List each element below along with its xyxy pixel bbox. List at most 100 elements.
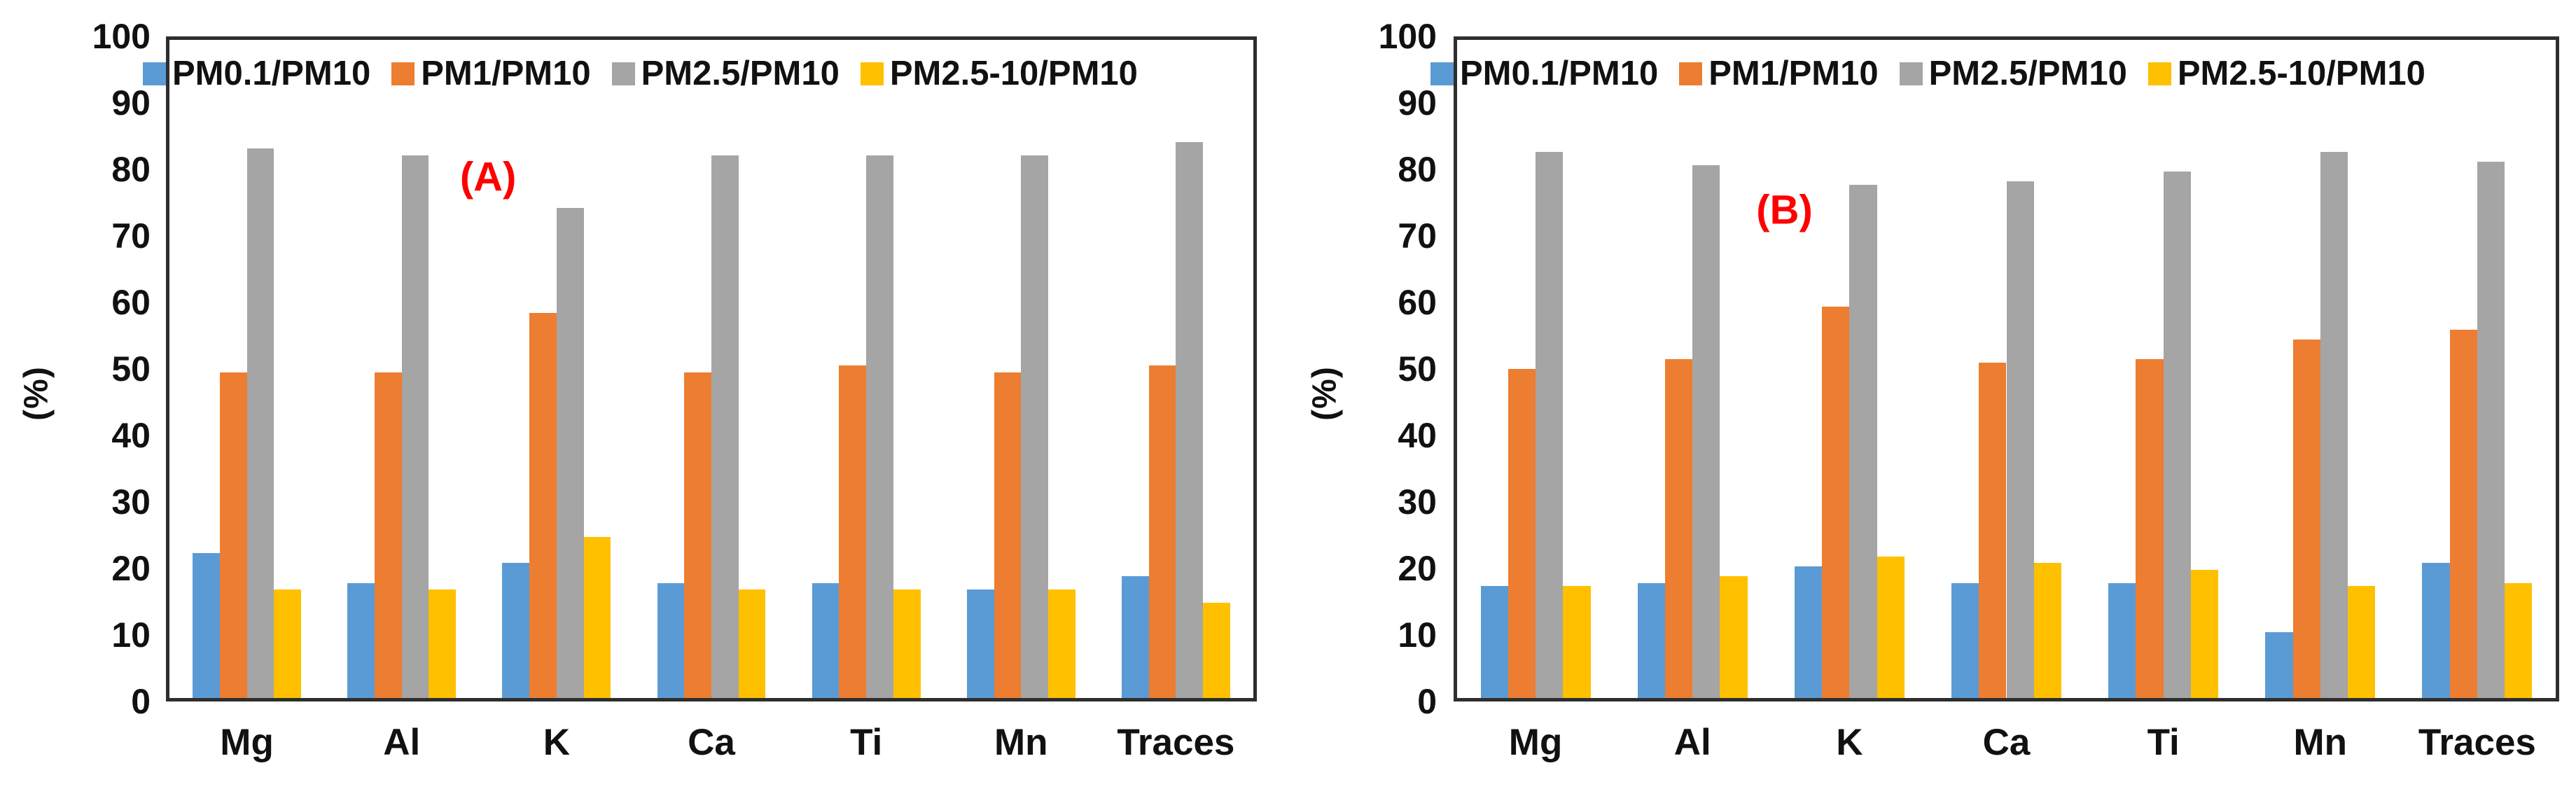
y-tick-label: 30: [111, 482, 151, 522]
panel-label: (B): [1756, 187, 1813, 233]
bar-PM0.1/PM10-Al: [347, 582, 375, 698]
bar-PM2.5-10/PM10-Mn: [1047, 589, 1075, 698]
bar-PM2.5/PM10-Al: [1692, 165, 1720, 698]
bar-PM2.5/PM10-K: [1849, 184, 1877, 698]
bar-PM1/PM10-Ti: [839, 365, 867, 698]
bar-PM2.5-10/PM10-Ca: [2033, 563, 2061, 698]
bar-PM1/PM10-Ca: [1979, 362, 2007, 698]
legend-swatch-icon: [611, 62, 635, 85]
bar-PM0.1/PM10-Ca: [1951, 582, 1979, 698]
bar-PM1/PM10-Mg: [1508, 369, 1536, 698]
legend-swatch-icon: [860, 62, 884, 85]
y-tick-label: 100: [92, 17, 151, 56]
panel-label: (A): [459, 154, 517, 200]
bar-PM0.1/PM10-Mg: [1480, 586, 1508, 698]
bar-PM0.1/PM10-Traces: [1122, 576, 1149, 698]
bar-PM2.5-10/PM10-Al: [1720, 576, 1748, 698]
x-axis-label: Mn: [994, 722, 1048, 763]
x-axis-label: Al: [1673, 722, 1711, 763]
x-axis-label: K: [543, 722, 570, 763]
bars-layer: [169, 40, 1253, 698]
legend-item: PM2.5-10/PM10: [860, 57, 1138, 91]
y-tick-label: 30: [1398, 482, 1437, 522]
x-axis-label: Ca: [1982, 722, 2031, 763]
x-axis-label: Ca: [688, 722, 735, 763]
legend-swatch-icon: [1679, 62, 1703, 85]
legend-swatch-icon: [1430, 62, 1454, 85]
bar-PM2.5-10/PM10-Traces: [2505, 582, 2533, 698]
bar-PM2.5-10/PM10-Ti: [893, 589, 921, 698]
plot-area: PM0.1/PM10 PM1/PM10 PM2.5/PM10 PM2.5-10/PM1…: [143, 36, 1257, 701]
y-tick-label: 40: [1398, 416, 1437, 455]
bar-PM1/PM10-Ti: [2136, 358, 2164, 698]
bar-PM2.5-10/PM10-Ca: [738, 589, 766, 698]
bar-PM2.5-10/PM10-Mg: [274, 589, 301, 698]
bar-PM2.5/PM10-K: [556, 207, 584, 698]
bar-PM1/PM10-Traces: [2449, 329, 2477, 698]
bar-PM0.1/PM10-Ti: [812, 582, 840, 698]
bar-PM0.1/PM10-Ti: [2108, 582, 2136, 698]
y-tick-label: 100: [1378, 17, 1437, 56]
legend-label: PM2.5-10/PM10: [2177, 55, 2425, 92]
x-axis-label: Ti: [850, 722, 883, 763]
legend-label: PM2.5/PM10: [641, 55, 840, 92]
legend-item: PM0.1/PM10: [143, 57, 370, 91]
y-tick-label: 90: [1398, 83, 1437, 123]
legend-label: PM0.1/PM10: [172, 55, 371, 92]
y-tick-label: 40: [111, 416, 151, 455]
legend-item: PM2.5/PM10: [1899, 57, 2127, 91]
bar-PM2.5/PM10-Ti: [866, 155, 893, 698]
y-tick-label: 10: [111, 615, 151, 655]
legend-item: PM1/PM10: [391, 55, 591, 92]
x-axis-label: Ti: [2147, 722, 2180, 763]
bar-PM0.1/PM10-Mn: [966, 589, 994, 698]
bar-PM2.5-10/PM10-Ti: [2190, 569, 2219, 698]
legend-swatch-icon: [2147, 62, 2171, 85]
bar-PM2.5/PM10-Traces: [1176, 141, 1204, 698]
legend-item: PM1/PM10: [1679, 55, 1879, 92]
y-tick-label: 50: [111, 349, 151, 389]
y-tick-label: 70: [111, 216, 151, 256]
bar-PM0.1/PM10-Al: [1637, 582, 1665, 698]
bar-PM1/PM10-Ca: [684, 372, 711, 698]
bar-PM1/PM10-K: [529, 313, 557, 698]
bar-PM0.1/PM10-Ca: [657, 582, 685, 698]
bar-PM0.1/PM10-Mn: [2265, 632, 2293, 698]
y-tick-label: 80: [1398, 150, 1437, 189]
legend-item: PM2.5/PM10: [611, 55, 840, 92]
bar-PM2.5/PM10-Ti: [2163, 172, 2191, 698]
legend-label: PM0.1/PM10: [1460, 55, 1659, 92]
bar-PM2.5/PM10-Traces: [2477, 161, 2505, 698]
x-axis-label: Al: [383, 722, 421, 763]
bar-PM0.1/PM10-Mg: [193, 553, 220, 698]
bar-PM0.1/PM10-Traces: [2422, 563, 2450, 698]
y-tick-label: 20: [1398, 549, 1437, 588]
bar-PM1/PM10-Mn: [2292, 339, 2320, 698]
bars-layer: [1457, 40, 2556, 698]
legend-swatch-icon: [143, 62, 166, 85]
legend-label: PM1/PM10: [1708, 55, 1879, 92]
y-tick-label: 80: [111, 150, 151, 189]
y-tick-label: 60: [1398, 283, 1437, 322]
x-axis-label: Mg: [220, 722, 274, 763]
bar-PM2.5/PM10-Al: [401, 155, 429, 698]
bar-PM1/PM10-Al: [1664, 358, 1693, 698]
bar-PM0.1/PM10-K: [1794, 566, 1823, 698]
bar-PM1/PM10-Mg: [219, 372, 247, 698]
y-tick-label: 0: [1417, 682, 1437, 721]
plot-area: PM0.1/PM10 PM1/PM10 PM2.5/PM10 PM2.5-10/PM1…: [1430, 36, 2559, 701]
x-axis-label: K: [1836, 722, 1863, 763]
y-tick-label: 60: [111, 283, 151, 322]
y-tick-label: 10: [1398, 615, 1437, 655]
y-tick-label: 70: [1398, 216, 1437, 256]
y-tick-label: 0: [131, 682, 151, 721]
bar-PM1/PM10-Al: [375, 372, 402, 698]
legend-item: PM0.1/PM10: [1430, 57, 1658, 91]
legend-label: PM1/PM10: [421, 55, 591, 92]
bar-PM2.5/PM10-Mn: [1021, 155, 1048, 698]
bar-PM1/PM10-Mn: [994, 372, 1022, 698]
x-axis-label: Traces: [2418, 722, 2536, 763]
